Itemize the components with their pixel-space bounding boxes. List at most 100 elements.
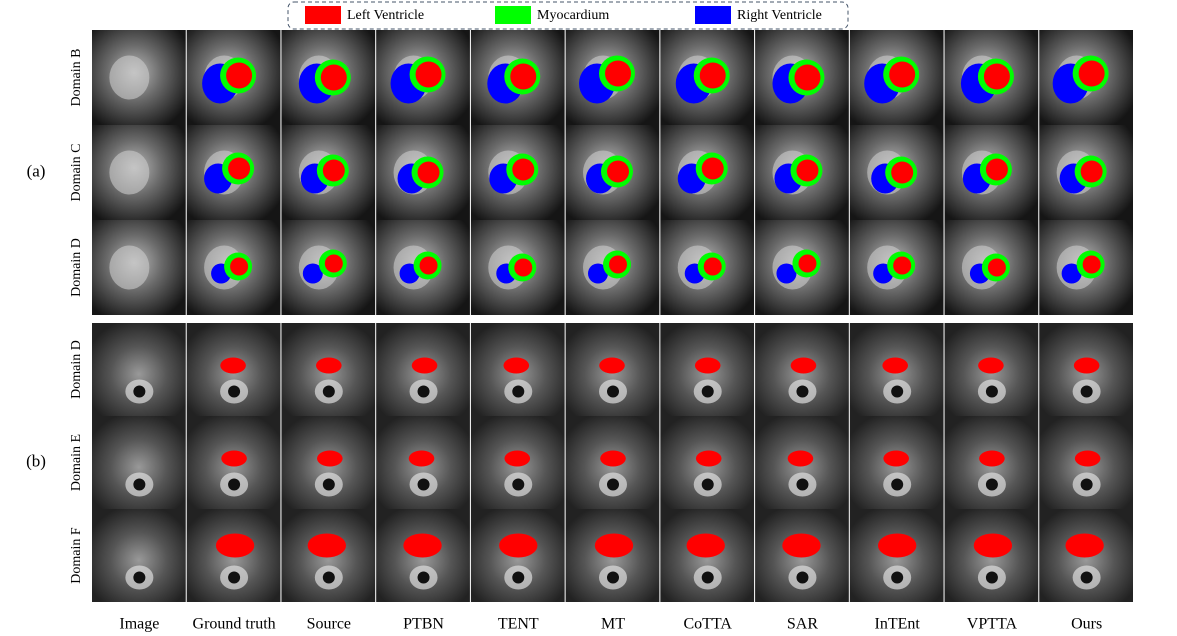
left-ventricle-mask: [419, 256, 438, 275]
prostate-mask: [317, 450, 343, 467]
pelvis-core: [607, 385, 619, 398]
left-ventricle-mask: [322, 159, 345, 182]
left-ventricle-mask: [415, 61, 442, 88]
prostate-mask: [221, 450, 247, 467]
pelvis-core: [322, 385, 335, 398]
prostate-mask: [503, 357, 530, 374]
prostate-mask: [504, 450, 531, 467]
column-label: InTEnt: [875, 616, 921, 633]
left-ventricle-mask: [985, 158, 1008, 181]
left-ventricle-mask: [1080, 160, 1103, 183]
pelvis-core: [701, 385, 714, 398]
column-label: VPTTA: [967, 616, 1018, 633]
left-ventricle-mask: [703, 257, 722, 276]
right-ventricle-mask: [1061, 263, 1082, 284]
pelvis-core: [133, 478, 146, 491]
left-ventricle-mask: [609, 255, 627, 274]
pelvis-core: [701, 571, 714, 584]
left-ventricle-mask: [798, 254, 817, 273]
prostate-mask: [973, 533, 1013, 558]
column-label: CoTTA: [683, 616, 732, 633]
prostate-mask: [782, 533, 821, 558]
prostate-mask: [600, 450, 626, 467]
left-ventricle-mask: [605, 60, 631, 87]
legend-swatch: [305, 6, 341, 24]
pelvis-core: [1080, 385, 1093, 398]
left-ventricle-mask: [891, 161, 914, 184]
right-ventricle-mask: [302, 263, 323, 284]
right-ventricle-mask: [776, 263, 797, 284]
prostate-mask: [220, 357, 246, 374]
left-ventricle-mask: [228, 157, 251, 180]
pelvis-core: [891, 571, 904, 584]
left-ventricle-mask: [794, 64, 821, 91]
pelvis-core: [1080, 478, 1093, 491]
pelvis-core: [322, 478, 335, 491]
left-ventricle-mask: [510, 63, 537, 90]
pelvis-core: [133, 571, 146, 584]
pelvis-core: [796, 478, 809, 491]
pelvis-core: [322, 571, 335, 584]
pelvis-core: [985, 385, 998, 398]
pelvis-core: [701, 478, 714, 491]
legend-label: Myocardium: [537, 8, 609, 23]
prostate-mask: [686, 533, 725, 558]
group-label: (a): [27, 161, 46, 180]
anatomy: [109, 55, 150, 100]
pelvis-core: [512, 478, 525, 491]
pelvis-core: [796, 571, 809, 584]
prostate-mask: [1065, 533, 1104, 558]
prostate-mask: [979, 450, 1005, 467]
prostate-mask: [1074, 450, 1101, 467]
prostate-mask: [882, 357, 908, 374]
left-ventricle-mask: [701, 157, 724, 180]
pelvis-core: [417, 478, 430, 491]
column-label: Source: [307, 616, 351, 633]
left-ventricle-mask: [1078, 60, 1105, 87]
prostate-mask: [883, 450, 909, 467]
row-label: Domain E: [69, 434, 84, 491]
left-ventricle-mask: [987, 258, 1006, 277]
row-label: Domain B: [69, 49, 84, 107]
pelvis-core: [228, 385, 241, 398]
column-label: Image: [119, 616, 159, 633]
prostate-mask: [978, 357, 1004, 374]
group-label: (b): [26, 451, 46, 470]
left-ventricle-mask: [699, 62, 726, 89]
prostate-mask: [408, 450, 435, 467]
column-label: MT: [601, 616, 625, 633]
row-label: Domain F: [69, 527, 84, 584]
prostate-mask: [411, 357, 438, 374]
left-ventricle-mask: [1082, 255, 1101, 274]
row-label: Domain D: [69, 340, 84, 399]
anatomy: [109, 150, 150, 195]
pelvis-core: [796, 385, 809, 398]
pelvis-core: [228, 571, 241, 584]
prostate-mask: [695, 450, 722, 467]
pelvis-core: [1080, 571, 1093, 584]
legend-label: Left Ventricle: [347, 8, 424, 23]
legend-swatch: [495, 6, 531, 24]
prostate-mask: [307, 533, 347, 558]
left-ventricle-mask: [607, 160, 629, 183]
left-ventricle-mask: [889, 61, 916, 88]
left-ventricle-mask: [512, 158, 535, 181]
left-ventricle-mask: [324, 254, 343, 273]
prostate-mask: [215, 533, 255, 558]
prostate-mask: [594, 533, 634, 558]
pelvis-core: [891, 385, 904, 398]
left-ventricle-mask: [983, 63, 1010, 90]
column-label: SAR: [787, 616, 818, 633]
prostate-mask: [790, 357, 817, 374]
left-ventricle-mask: [320, 64, 347, 91]
right-ventricle-mask: [588, 263, 608, 284]
left-ventricle-mask: [796, 159, 819, 182]
pelvis-core: [512, 571, 525, 584]
anatomy: [109, 245, 150, 290]
column-label: Ground truth: [193, 616, 276, 633]
prostate-mask: [877, 533, 917, 558]
pelvis-core: [228, 478, 241, 491]
pelvis-core: [417, 571, 430, 584]
prostate-mask: [499, 533, 538, 558]
